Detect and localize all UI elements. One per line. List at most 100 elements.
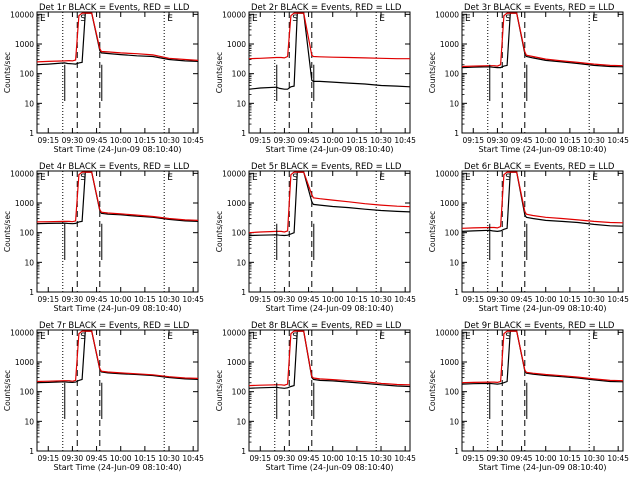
x-tick-label: 09:15 xyxy=(37,295,59,304)
x-tick-label: 10:00 xyxy=(535,136,557,145)
x-tick-label: 10:15 xyxy=(346,454,368,463)
x-tick-label: 09:30 xyxy=(487,454,509,463)
series-events-line xyxy=(249,12,410,90)
y-axis-label: Counts/sec xyxy=(428,52,437,93)
x-tick-label: 10:00 xyxy=(110,136,132,145)
plot-frame xyxy=(461,329,624,452)
x-tick-label: 09:30 xyxy=(274,295,296,304)
y-tick-label: 1 xyxy=(241,129,246,138)
end-marker: E xyxy=(592,173,598,183)
series-events-line xyxy=(249,171,410,237)
x-tick-label: 10:15 xyxy=(134,136,156,145)
left-edge-marker: E xyxy=(40,173,46,183)
left-edge-marker: E xyxy=(465,332,471,342)
end-marker: E xyxy=(379,332,385,342)
left-edge-marker: E xyxy=(40,14,46,24)
start-marker: S xyxy=(292,14,298,24)
x-tick-label: 09:30 xyxy=(487,136,509,145)
x-axis-label: Start Time (24-Jun-09 08:10:40) xyxy=(479,304,607,313)
y-tick-label: 1 xyxy=(29,447,34,456)
left-edge-marker: E xyxy=(252,14,258,24)
x-tick-label: 10:00 xyxy=(535,454,557,463)
plot-frame xyxy=(36,170,199,293)
detector-panel-8: Det 8r BLACK = Events, RED = LLD 1 10 100 10… xyxy=(215,321,416,472)
end-marker: E xyxy=(167,173,173,183)
y-tick-label: 1 xyxy=(454,447,459,456)
x-tick-label: 10:15 xyxy=(134,295,156,304)
x-tick-label: 09:30 xyxy=(274,136,296,145)
detector-panel-3: Det 3r BLACK = Events, RED = LLD 1 10 100 10… xyxy=(428,3,629,154)
plot-frame xyxy=(36,329,199,452)
x-tick-label: 09:15 xyxy=(462,295,484,304)
panel-title: Det 9r BLACK = Events, RED = LLD xyxy=(464,321,615,331)
x-tick-label: 10:15 xyxy=(346,295,368,304)
x-tick-label: 10:00 xyxy=(110,454,132,463)
x-tick-label: 09:30 xyxy=(62,136,84,145)
y-tick-label: 10000 xyxy=(435,169,459,178)
x-tick-label: 09:45 xyxy=(511,454,533,463)
y-tick-label: 10 xyxy=(449,258,459,267)
x-tick-label: 10:45 xyxy=(182,454,204,463)
x-tick-label: 09:15 xyxy=(37,136,59,145)
start-marker: S xyxy=(505,14,511,24)
y-tick-label: 1000 xyxy=(440,358,459,367)
y-axis-label: Counts/sec xyxy=(215,52,224,93)
y-tick-label: 10 xyxy=(449,417,459,426)
x-tick-label: 10:15 xyxy=(346,136,368,145)
y-axis-label: Counts/sec xyxy=(3,370,12,411)
series-events-line xyxy=(462,171,623,233)
x-tick-label: 10:30 xyxy=(370,295,392,304)
y-tick-label: 10000 xyxy=(435,328,459,337)
series-events-line xyxy=(37,171,198,225)
panel-title: Det 1r BLACK = Events, RED = LLD xyxy=(39,3,190,13)
x-tick-label: 10:45 xyxy=(607,295,629,304)
left-edge-marker: E xyxy=(252,332,258,342)
x-tick-label: 10:30 xyxy=(158,295,180,304)
end-marker: E xyxy=(167,332,173,342)
series-events-line xyxy=(462,330,623,385)
start-marker: S xyxy=(80,14,86,24)
x-axis-label: Start Time (24-Jun-09 08:10:40) xyxy=(54,304,182,313)
x-tick-label: 09:30 xyxy=(62,454,84,463)
plot-frame xyxy=(248,170,411,293)
y-tick-label: 100 xyxy=(445,70,460,79)
series-events-line xyxy=(462,12,623,69)
y-tick-label: 100 xyxy=(20,388,35,397)
y-tick-label: 100 xyxy=(232,388,247,397)
series-lld-line xyxy=(37,330,198,383)
x-tick-label: 09:15 xyxy=(249,454,271,463)
x-tick-label: 09:30 xyxy=(487,295,509,304)
y-tick-label: 1000 xyxy=(227,199,246,208)
y-tick-label: 1000 xyxy=(15,199,34,208)
plot-frame xyxy=(36,11,199,134)
x-tick-label: 09:15 xyxy=(462,454,484,463)
x-axis-label: Start Time (24-Jun-09 08:10:40) xyxy=(266,463,394,472)
y-tick-label: 1000 xyxy=(15,40,34,49)
x-tick-label: 10:30 xyxy=(370,454,392,463)
x-tick-label: 09:30 xyxy=(62,295,84,304)
x-tick-label: 09:45 xyxy=(511,136,533,145)
x-tick-label: 09:45 xyxy=(298,295,320,304)
y-tick-label: 100 xyxy=(232,229,247,238)
end-marker: E xyxy=(379,173,385,183)
y-axis-label: Counts/sec xyxy=(428,211,437,252)
panel-title: Det 6r BLACK = Events, RED = LLD xyxy=(464,162,615,172)
series-lld-line xyxy=(249,330,410,387)
y-tick-label: 10000 xyxy=(222,10,246,19)
y-tick-label: 1 xyxy=(454,129,459,138)
x-axis-label: Start Time (24-Jun-09 08:10:40) xyxy=(54,463,182,472)
y-tick-label: 100 xyxy=(445,229,460,238)
plot-frame xyxy=(248,11,411,134)
y-tick-label: 10000 xyxy=(10,328,34,337)
x-tick-label: 10:45 xyxy=(182,136,204,145)
x-axis-label: Start Time (24-Jun-09 08:10:40) xyxy=(479,463,607,472)
x-tick-label: 09:15 xyxy=(462,136,484,145)
y-tick-label: 10000 xyxy=(10,10,34,19)
x-tick-label: 10:00 xyxy=(322,454,344,463)
y-axis-label: Counts/sec xyxy=(3,211,12,252)
detector-panel-2: Det 2r BLACK = Events, RED = LLD 1 10 100 10… xyxy=(215,3,416,154)
panel-title: Det 4r BLACK = Events, RED = LLD xyxy=(39,162,190,172)
y-tick-label: 10000 xyxy=(435,10,459,19)
panel-title: Det 8r BLACK = Events, RED = LLD xyxy=(251,321,402,331)
